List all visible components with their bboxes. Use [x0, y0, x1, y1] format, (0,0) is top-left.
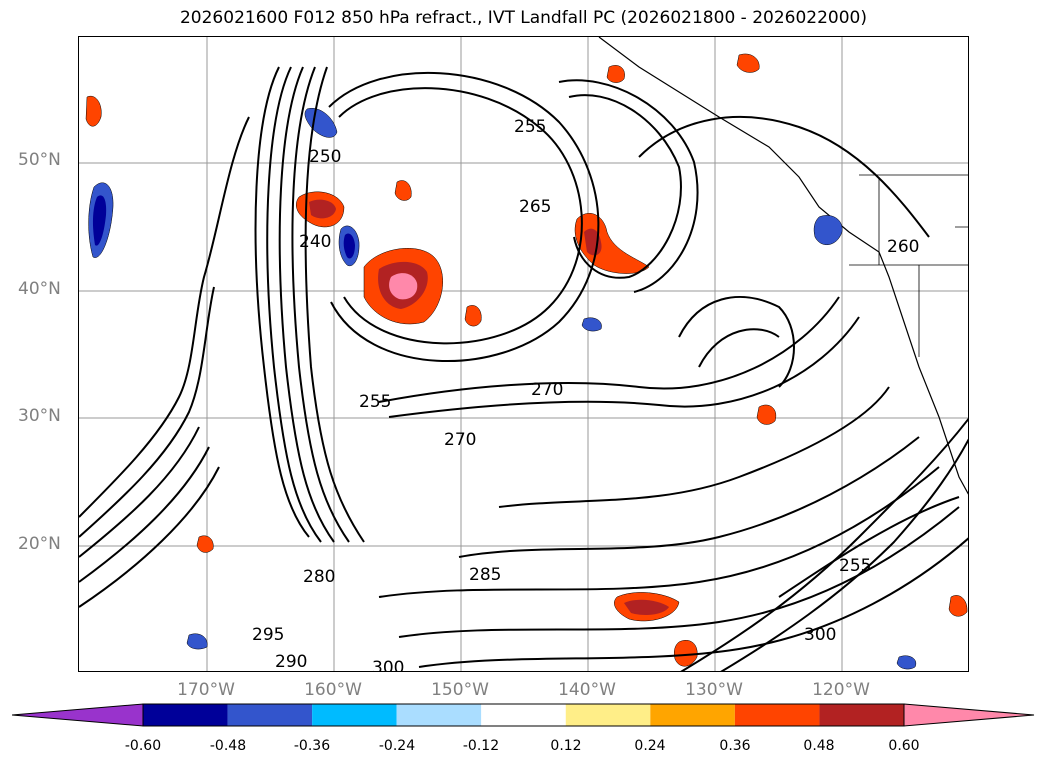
- lon-label-130w: 130°W: [685, 680, 743, 700]
- colorbar-frame: [142, 703, 905, 727]
- colorbar-segments: [12, 703, 1035, 727]
- contour-label: 255: [359, 392, 391, 412]
- contour-label: 240: [299, 232, 331, 252]
- contour-label: 280: [303, 567, 335, 587]
- colorbar-segment: [227, 704, 313, 726]
- contour-label: 260: [887, 237, 919, 257]
- lat-label-50n: 50°N: [18, 150, 61, 170]
- colorbar-tick: 0.36: [719, 738, 751, 754]
- map-canvas: 250 255 265 270 270 240 285 290 295 300 …: [79, 37, 968, 672]
- contour-label: 295: [252, 625, 284, 645]
- lat-label-40n: 40°N: [18, 279, 61, 299]
- lat-label-20n: 20°N: [18, 534, 61, 554]
- colorbar-extend-low: [12, 703, 144, 727]
- map-title: 2026021600 F012 850 hPa refract., IVT La…: [179, 8, 867, 28]
- contour-label: 285: [469, 565, 501, 585]
- colorbar-tick: 0.48: [803, 738, 835, 754]
- colorbar-segment: [565, 704, 651, 726]
- contour-label: 255: [839, 556, 871, 576]
- colorbar-tick: 0.60: [888, 738, 920, 754]
- contour-label: 300: [372, 658, 404, 672]
- contour-lines: [79, 66, 968, 671]
- lon-label-170w: 170°W: [177, 680, 235, 700]
- colorbar-segment: [396, 704, 482, 726]
- colorbar-tick: 0.24: [634, 738, 666, 754]
- contour-label: 250: [309, 147, 341, 167]
- colorbar-tick: -0.12: [462, 738, 500, 754]
- contour-label: 270: [444, 430, 476, 450]
- contour-label: 270: [531, 380, 563, 400]
- state-borders: [849, 174, 968, 357]
- colorbar-segment: [650, 704, 735, 726]
- lon-label-140w: 140°W: [558, 680, 616, 700]
- contour-value-labels: 250 255 265 270 270 240 285 290 295 300 …: [252, 117, 919, 672]
- colorbar-tick: -0.48: [209, 738, 247, 754]
- contour-label: 300: [804, 625, 836, 645]
- map-panel: 250 255 265 270 270 240 285 290 295 300 …: [78, 36, 969, 672]
- shaded-anomalies: [85, 53, 968, 670]
- coastline: [598, 37, 968, 495]
- graticule: [79, 37, 968, 671]
- colorbar-segment: [143, 704, 228, 726]
- colorbar-segment: [734, 704, 820, 726]
- lon-label-120w: 120°W: [812, 680, 870, 700]
- colorbar-tick: -0.60: [124, 738, 162, 754]
- contour-label: 290: [275, 652, 307, 672]
- colorbar-extend-high: [903, 703, 1035, 727]
- lon-label-160w: 160°W: [304, 680, 362, 700]
- colorbar: [12, 703, 1035, 727]
- lat-label-30n: 30°N: [18, 406, 61, 426]
- colorbar-tick: -0.24: [378, 738, 416, 754]
- colorbar-segment: [481, 704, 566, 726]
- colorbar-tick: -0.36: [293, 738, 331, 754]
- lon-label-150w: 150°W: [431, 680, 489, 700]
- contour-label: 265: [519, 197, 551, 217]
- contour-label: 255: [514, 117, 546, 137]
- colorbar-segment: [312, 704, 397, 726]
- colorbar-segment: [819, 704, 904, 726]
- colorbar-tick: 0.12: [550, 738, 582, 754]
